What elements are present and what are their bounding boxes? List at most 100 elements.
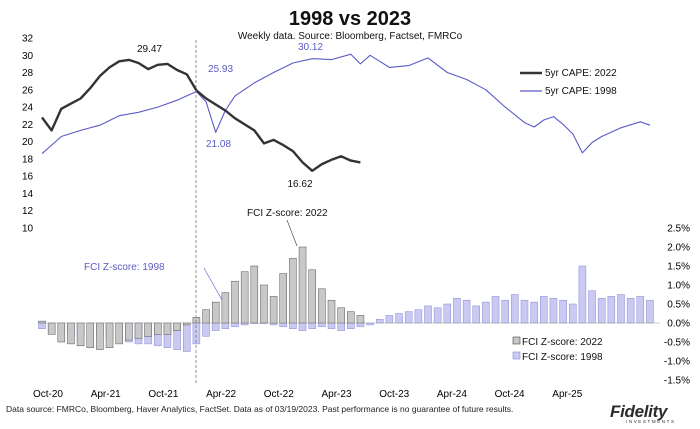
fci-bar xyxy=(607,296,616,324)
fci-bar xyxy=(38,322,46,329)
fci-bar xyxy=(96,322,104,350)
x-tick-label: Apr-23 xyxy=(321,389,351,400)
fci-bar xyxy=(231,322,239,328)
fci-bar xyxy=(250,265,259,324)
fci-bar xyxy=(356,315,365,324)
fci-bar xyxy=(395,313,403,324)
x-tick-label: Oct-22 xyxy=(264,389,294,400)
legend-label: FCI Z-score: 1998 xyxy=(522,352,603,363)
left-tick-label: 16 xyxy=(22,172,34,183)
fci-bar xyxy=(269,296,278,324)
annotation-label: FCI Z-score: 1998 xyxy=(84,262,165,273)
fci-bar xyxy=(163,322,172,335)
fci-bar xyxy=(559,299,567,324)
right-tick-label: 0.5% xyxy=(667,300,690,311)
fci-bar xyxy=(289,322,297,329)
left-tick-label: 28 xyxy=(22,68,34,79)
annotation-label: 16.62 xyxy=(287,179,312,190)
fci-bar xyxy=(308,322,316,329)
axes: 10 12 14 16 18 20 22 24 26 28 30 32 2.5% 2.0% 1.5% 1.0%… xyxy=(22,34,690,401)
left-tick-label: 18 xyxy=(22,154,34,165)
fci-bar xyxy=(327,322,336,329)
fci-bar xyxy=(240,271,249,324)
fci-bar xyxy=(443,303,452,324)
fci-bar xyxy=(617,294,625,324)
x-tick-label: Oct-21 xyxy=(148,389,178,400)
right-tick-label: 1.0% xyxy=(667,281,690,292)
fci-bar xyxy=(231,280,239,324)
fci-bar xyxy=(105,322,114,348)
fci-bar xyxy=(173,322,181,331)
fci-bar xyxy=(221,322,230,329)
x-tick-label: Oct-24 xyxy=(495,389,525,400)
cape-1998-line xyxy=(41,53,651,155)
left-tick-label: 22 xyxy=(22,120,34,131)
annotations: 29.47 25.93 30.12 21.08 16.62 FCI Z-score: 20… xyxy=(84,42,328,301)
fci-bar xyxy=(588,290,596,324)
x-tick-label: Apr-24 xyxy=(437,389,467,400)
fci-bar xyxy=(183,322,191,352)
fci-bar xyxy=(347,322,355,329)
fci-bar xyxy=(211,322,220,331)
right-tick-label: -0.5% xyxy=(664,338,690,349)
fci-bar xyxy=(154,322,162,335)
fci-bar xyxy=(144,322,152,337)
x-tick-label: Oct-23 xyxy=(379,389,409,400)
fci-bar xyxy=(453,298,461,324)
fci-bar xyxy=(298,322,307,331)
left-tick-label: 24 xyxy=(22,103,34,114)
left-tick-label: 26 xyxy=(22,85,34,96)
fidelity-logo-sub: INVESTMENTS xyxy=(626,419,676,424)
x-tick-label: Apr-25 xyxy=(552,389,582,400)
fci-bar xyxy=(327,299,336,324)
fci-bar xyxy=(404,311,413,324)
fci-bar xyxy=(578,265,587,324)
left-tick-label: 12 xyxy=(22,206,34,217)
fci-bar xyxy=(424,305,432,324)
legend-label: 5yr CAPE: 1998 xyxy=(545,86,617,97)
left-tick-label: 20 xyxy=(22,137,34,148)
right-tick-label: 0.0% xyxy=(667,319,690,330)
fci-bar xyxy=(337,322,345,331)
fci-bar xyxy=(279,322,287,328)
fci-bar xyxy=(67,322,75,345)
fci-bar xyxy=(472,305,480,324)
fci-bar xyxy=(414,309,423,324)
x-tick-label: Apr-22 xyxy=(206,389,236,400)
fci-bar xyxy=(337,307,345,324)
annotation-pointer xyxy=(203,267,223,301)
fci-bar xyxy=(211,301,220,324)
fci-bar xyxy=(347,311,355,324)
left-tick-label: 14 xyxy=(22,189,34,200)
fci-bar xyxy=(501,299,509,324)
fci-bar xyxy=(626,298,635,324)
right-tick-label: 1.5% xyxy=(667,262,690,273)
fci-bar xyxy=(597,298,606,324)
x-tick-label: Oct-20 xyxy=(33,389,63,400)
chart-subtitle: Weekly data. Source: Bloomberg, Factset,… xyxy=(237,31,463,42)
legend-label: 5yr CAPE: 2022 xyxy=(545,68,617,79)
footer-note: Data source: FMRCo, Bloomberg, Haver Ana… xyxy=(6,404,514,414)
right-tick-label: -1.5% xyxy=(664,376,690,387)
fci-bar xyxy=(318,322,326,328)
annotation-label: 30.12 xyxy=(298,42,323,53)
fci-bar xyxy=(76,322,85,347)
fci-bar xyxy=(636,296,645,324)
fci-bar xyxy=(433,307,442,324)
fci-bar xyxy=(511,294,519,324)
fci-bar xyxy=(376,318,384,324)
fci-bar xyxy=(530,301,538,324)
fci-bar xyxy=(298,246,307,324)
fci-bar xyxy=(202,309,210,324)
right-tick-label: 2.0% xyxy=(667,243,690,254)
fidelity-logo: Fidelity xyxy=(610,402,668,421)
fci-bar xyxy=(356,322,365,328)
chart-title: 1998 vs 2023 xyxy=(288,8,412,30)
fci-bar xyxy=(540,296,548,324)
legend-swatch xyxy=(512,336,521,345)
cape-2022-line xyxy=(41,58,361,172)
fci-bar xyxy=(318,288,326,324)
fci-bar xyxy=(86,322,94,348)
fci-bar xyxy=(308,269,316,324)
